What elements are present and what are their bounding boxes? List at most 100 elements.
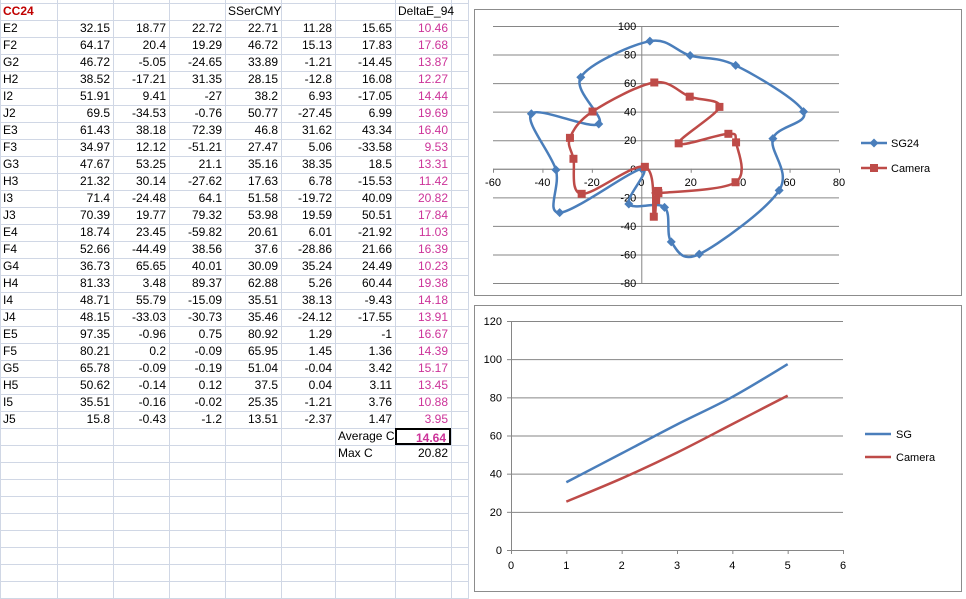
- value-cell[interactable]: 19.77: [135, 208, 166, 222]
- row-id-cell[interactable]: H2: [3, 72, 19, 86]
- value-cell[interactable]: 19.29: [191, 38, 222, 52]
- value-cell[interactable]: 17.83: [361, 38, 392, 52]
- value-cell[interactable]: -21.92: [357, 225, 392, 239]
- value-cell[interactable]: 3.76: [368, 395, 392, 409]
- value-cell[interactable]: 50.51: [361, 208, 392, 222]
- row-id-cell[interactable]: I5: [3, 395, 14, 409]
- header-deltae-cell[interactable]: DeltaE_94: [398, 4, 455, 18]
- row-id-cell[interactable]: J4: [3, 310, 16, 324]
- value-cell[interactable]: 81.33: [79, 276, 110, 290]
- row-id-cell[interactable]: I2: [3, 89, 14, 103]
- value-cell[interactable]: 53.98: [247, 208, 278, 222]
- value-cell[interactable]: 15.8: [86, 412, 110, 426]
- deltae-cell[interactable]: 19.69: [417, 106, 448, 120]
- value-cell[interactable]: -5.05: [138, 55, 166, 69]
- deltae-cell[interactable]: 10.46: [417, 21, 448, 35]
- header-sercmy-cell[interactable]: SSerCMY: [228, 4, 282, 18]
- value-cell[interactable]: 22.71: [247, 21, 278, 35]
- row-id-cell[interactable]: J2: [3, 106, 16, 120]
- value-cell[interactable]: 48.71: [79, 293, 110, 307]
- deltae-cell[interactable]: 11.42: [418, 174, 448, 188]
- value-cell[interactable]: 5.06: [308, 140, 332, 154]
- row-id-cell[interactable]: E3: [3, 123, 18, 137]
- value-cell[interactable]: 38.13: [301, 293, 332, 307]
- row-id-cell[interactable]: G3: [3, 157, 20, 171]
- value-cell[interactable]: 64.17: [79, 38, 110, 52]
- value-cell[interactable]: 53.25: [135, 157, 166, 171]
- value-cell[interactable]: 23.45: [135, 225, 166, 239]
- value-cell[interactable]: -15.53: [357, 174, 392, 188]
- value-cell[interactable]: 16.08: [361, 72, 392, 86]
- value-cell[interactable]: 6.78: [308, 174, 332, 188]
- value-cell[interactable]: 6.01: [308, 225, 332, 239]
- value-cell[interactable]: 46.72: [79, 55, 110, 69]
- value-cell[interactable]: -30.73: [187, 310, 222, 324]
- value-cell[interactable]: 46.8: [254, 123, 278, 137]
- value-cell[interactable]: 33.89: [247, 55, 278, 69]
- deltae-cell[interactable]: 15.17: [417, 361, 448, 375]
- value-cell[interactable]: -0.43: [138, 412, 166, 426]
- row-id-cell[interactable]: F5: [3, 344, 18, 358]
- value-cell[interactable]: -15.09: [187, 293, 222, 307]
- value-cell[interactable]: 80.21: [79, 344, 110, 358]
- row-id-cell[interactable]: F3: [3, 140, 18, 154]
- deltae-cell[interactable]: 16.67: [417, 327, 448, 341]
- deltae-cell[interactable]: 16.40: [417, 123, 448, 137]
- deltae-cell[interactable]: 14.39: [417, 344, 448, 358]
- value-cell[interactable]: 6.93: [308, 89, 332, 103]
- value-cell[interactable]: 69.5: [86, 106, 110, 120]
- value-cell[interactable]: 21.1: [198, 157, 222, 171]
- value-cell[interactable]: 50.62: [79, 378, 110, 392]
- value-cell[interactable]: -24.48: [131, 191, 166, 205]
- deltae-cell[interactable]: 12.27: [417, 72, 448, 86]
- value-cell[interactable]: 38.18: [135, 123, 166, 137]
- value-cell[interactable]: 79.32: [191, 208, 222, 222]
- value-cell[interactable]: 64.1: [198, 191, 222, 205]
- deltae-cell[interactable]: 19.38: [417, 276, 448, 290]
- deltae-cell[interactable]: 10.88: [417, 395, 448, 409]
- row-id-cell[interactable]: I3: [3, 191, 14, 205]
- value-cell[interactable]: 24.49: [361, 259, 392, 273]
- value-cell[interactable]: -0.04: [304, 361, 332, 375]
- value-cell[interactable]: 38.2: [254, 89, 278, 103]
- value-cell[interactable]: -1.21: [304, 395, 332, 409]
- row-id-cell[interactable]: J5: [3, 412, 16, 426]
- value-cell[interactable]: 21.66: [361, 242, 392, 256]
- value-cell[interactable]: 3.42: [368, 361, 392, 375]
- deltae-cell[interactable]: 13.87: [417, 55, 448, 69]
- row-id-cell[interactable]: E4: [3, 225, 18, 239]
- deltae-cell[interactable]: 11.03: [418, 225, 448, 239]
- row-id-cell[interactable]: I4: [3, 293, 14, 307]
- value-cell[interactable]: 38.35: [301, 157, 332, 171]
- value-cell[interactable]: -17.55: [357, 310, 392, 324]
- value-cell[interactable]: 71.4: [86, 191, 110, 205]
- value-cell[interactable]: 52.66: [79, 242, 110, 256]
- value-cell[interactable]: 6.99: [368, 106, 392, 120]
- value-cell[interactable]: -24.12: [297, 310, 332, 324]
- value-cell[interactable]: 65.65: [135, 259, 166, 273]
- deltae-cell[interactable]: 13.31: [417, 157, 448, 171]
- value-cell[interactable]: 13.51: [247, 412, 278, 426]
- value-cell[interactable]: 97.35: [79, 327, 110, 341]
- average-label-cell[interactable]: Average C: [338, 429, 395, 443]
- value-cell[interactable]: -0.09: [138, 361, 166, 375]
- value-cell[interactable]: -0.19: [194, 361, 222, 375]
- row-id-cell[interactable]: H3: [3, 174, 19, 188]
- value-cell[interactable]: 30.09: [247, 259, 278, 273]
- value-cell[interactable]: 62.88: [247, 276, 278, 290]
- row-id-cell[interactable]: F2: [3, 38, 18, 52]
- deltae-cell[interactable]: 16.39: [417, 242, 448, 256]
- value-cell[interactable]: 35.51: [79, 395, 110, 409]
- value-cell[interactable]: 31.62: [301, 123, 332, 137]
- value-cell[interactable]: -27.62: [187, 174, 222, 188]
- value-cell[interactable]: -34.53: [131, 106, 166, 120]
- value-cell[interactable]: 27.47: [247, 140, 278, 154]
- value-cell[interactable]: 51.58: [247, 191, 278, 205]
- row-id-cell[interactable]: G2: [3, 55, 20, 69]
- value-cell[interactable]: 50.77: [247, 106, 278, 120]
- value-cell[interactable]: 80.92: [247, 327, 278, 341]
- value-cell[interactable]: 35.24: [301, 259, 332, 273]
- value-cell[interactable]: 20.61: [247, 225, 278, 239]
- value-cell[interactable]: 36.73: [79, 259, 110, 273]
- value-cell[interactable]: 43.34: [361, 123, 392, 137]
